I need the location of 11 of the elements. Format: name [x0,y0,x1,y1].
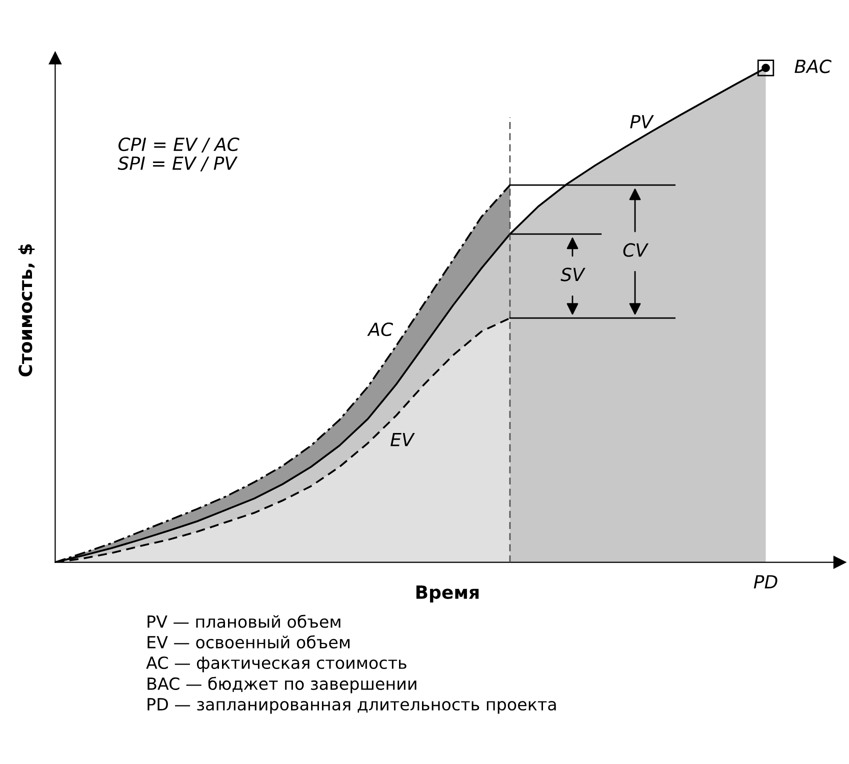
series-label: EV [390,432,415,446]
text: PD [754,575,778,588]
series-label: AC [367,322,394,336]
annotation: SV [560,268,586,282]
text: PV — плановый объем EV — освоенный объем AC — фактическая стоимость BAC — бюджет по завершении PD — запланированная длительность проекта [146,614,556,714]
annotation: CV [623,243,649,257]
y-axis-title: Стоимость, $ [18,244,35,376]
annotation: CPI = EV / AC SPI = EV / PV [118,137,240,172]
text: BAC [794,60,832,74]
series-label: PV [630,115,654,128]
x-axis-title: Время [416,586,479,602]
